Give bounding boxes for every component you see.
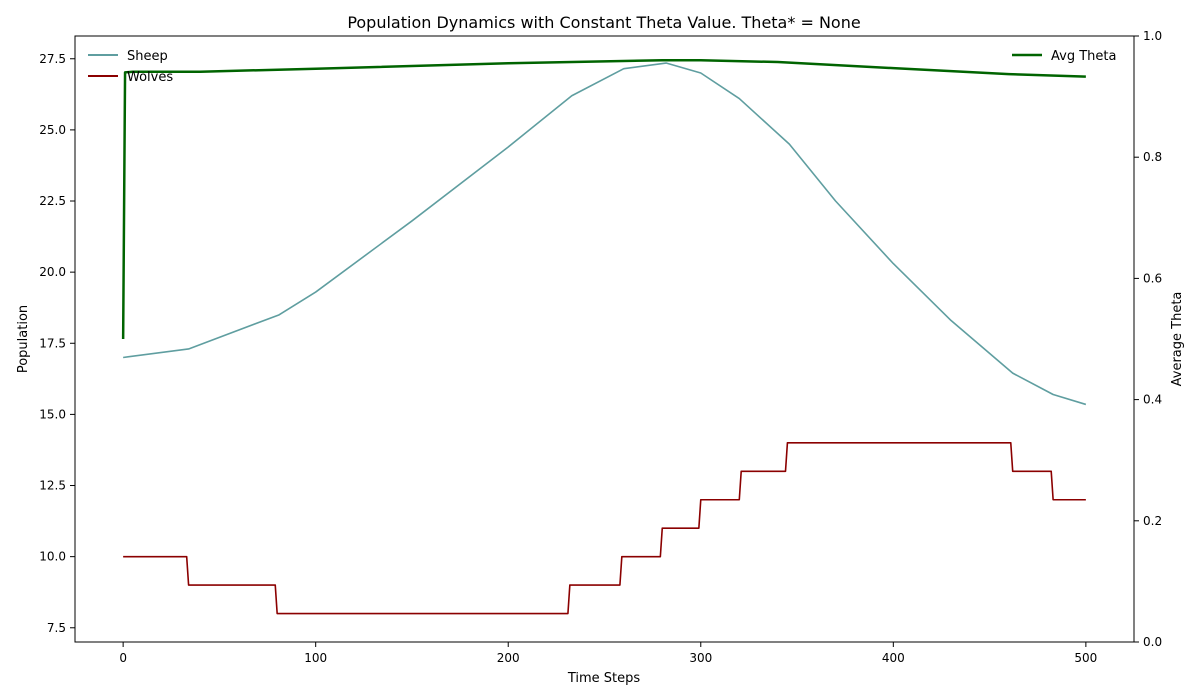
y2-tick-label: 0.4 <box>1143 393 1162 407</box>
y-tick-label: 15.0 <box>39 407 66 421</box>
y-tick-label: 20.0 <box>39 265 66 279</box>
y-tick-label: 25.0 <box>39 123 66 137</box>
x-tick-label: 500 <box>1074 651 1097 665</box>
y-tick-label: 10.0 <box>39 550 66 564</box>
y2-tick-label: 0.6 <box>1143 271 1162 285</box>
legend-label-wolves: Wolves <box>127 70 173 85</box>
y-tick-label: 17.5 <box>39 336 66 350</box>
plot-frame <box>74 35 1135 643</box>
ticks: 0 100 200 300 400 500 7.5 10.0 12.5 15.0 17.5 20.0 2… <box>39 29 1162 665</box>
x-tick-label: 100 <box>304 651 327 665</box>
y-tick-label: 7.5 <box>47 621 66 635</box>
legend-label-sheep: Sheep <box>127 49 168 64</box>
series-line-wolves <box>123 442 1086 615</box>
legend-label-avg-theta: Avg Theta <box>1051 49 1116 64</box>
y-tick-label: 12.5 <box>39 479 66 493</box>
x-tick-label: 400 <box>882 651 905 665</box>
x-tick-label: 200 <box>497 651 520 665</box>
legend-right: Avg Theta <box>1012 49 1116 64</box>
series-line-sheep <box>123 62 1087 406</box>
y2-axis-title: Average Theta <box>1170 292 1185 387</box>
chart-title: Population Dynamics with Constant Theta … <box>347 13 860 32</box>
plot-area <box>74 35 1135 643</box>
legend-left: Sheep Wolves <box>88 49 173 85</box>
y-tick-label: 22.5 <box>39 194 66 208</box>
y2-tick-label: 0.8 <box>1143 150 1162 164</box>
y2-tick-label: 1.0 <box>1143 29 1162 43</box>
x-tick-label: 300 <box>689 651 712 665</box>
y-axis-title: Population <box>16 305 31 373</box>
series-line-avg-theta <box>121 58 1086 340</box>
y-tick-label: 27.5 <box>39 52 66 66</box>
y2-tick-label: 0.0 <box>1143 635 1162 649</box>
x-axis-title: Time Steps <box>567 671 641 686</box>
y2-tick-label: 0.2 <box>1143 514 1162 528</box>
x-tick-label: 0 <box>119 651 127 665</box>
